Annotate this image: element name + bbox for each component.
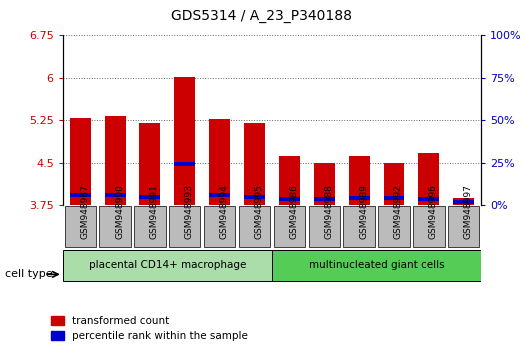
FancyBboxPatch shape bbox=[309, 206, 340, 247]
Bar bbox=[418, 153, 439, 205]
Bar bbox=[174, 162, 195, 166]
FancyBboxPatch shape bbox=[448, 206, 480, 247]
FancyBboxPatch shape bbox=[413, 206, 445, 247]
Bar bbox=[383, 163, 404, 205]
FancyBboxPatch shape bbox=[169, 206, 200, 247]
FancyBboxPatch shape bbox=[99, 206, 131, 247]
Text: GSM948988: GSM948988 bbox=[324, 184, 333, 239]
Bar bbox=[105, 193, 126, 197]
FancyBboxPatch shape bbox=[378, 206, 410, 247]
Bar bbox=[105, 116, 126, 205]
Bar bbox=[70, 193, 90, 197]
Text: GSM948986: GSM948986 bbox=[289, 184, 299, 239]
Text: GSM948994: GSM948994 bbox=[220, 184, 229, 239]
Text: GDS5314 / A_23_P340188: GDS5314 / A_23_P340188 bbox=[171, 9, 352, 23]
Bar bbox=[244, 123, 265, 205]
Bar bbox=[453, 198, 474, 205]
FancyBboxPatch shape bbox=[64, 206, 96, 247]
Bar bbox=[418, 198, 439, 201]
Text: GSM948991: GSM948991 bbox=[150, 184, 159, 239]
Bar bbox=[140, 123, 161, 205]
Text: GSM948987: GSM948987 bbox=[80, 184, 89, 239]
Bar bbox=[209, 119, 230, 205]
FancyBboxPatch shape bbox=[239, 206, 270, 247]
Text: GSM948992: GSM948992 bbox=[394, 184, 403, 239]
Text: GSM948993: GSM948993 bbox=[185, 184, 194, 239]
Text: GSM948995: GSM948995 bbox=[255, 184, 264, 239]
Bar bbox=[349, 196, 370, 200]
FancyBboxPatch shape bbox=[63, 250, 272, 281]
FancyBboxPatch shape bbox=[274, 206, 305, 247]
Bar bbox=[244, 195, 265, 199]
Text: GSM948997: GSM948997 bbox=[464, 184, 473, 239]
Bar bbox=[279, 156, 300, 205]
Text: placental CD14+ macrophage: placental CD14+ macrophage bbox=[89, 261, 246, 270]
Text: GSM948989: GSM948989 bbox=[359, 184, 368, 239]
Text: cell type: cell type bbox=[5, 269, 53, 279]
Bar bbox=[314, 198, 335, 201]
Text: multinucleated giant cells: multinucleated giant cells bbox=[309, 261, 445, 270]
Bar bbox=[453, 200, 474, 204]
Bar bbox=[383, 196, 404, 200]
Bar bbox=[349, 156, 370, 205]
FancyBboxPatch shape bbox=[204, 206, 235, 247]
FancyBboxPatch shape bbox=[344, 206, 375, 247]
Text: GSM948990: GSM948990 bbox=[115, 184, 124, 239]
FancyBboxPatch shape bbox=[134, 206, 166, 247]
Bar bbox=[174, 77, 195, 205]
Text: GSM948996: GSM948996 bbox=[429, 184, 438, 239]
Bar bbox=[279, 198, 300, 201]
Bar bbox=[70, 118, 90, 205]
FancyBboxPatch shape bbox=[272, 250, 481, 281]
Bar bbox=[140, 195, 161, 199]
Bar bbox=[314, 163, 335, 205]
Bar bbox=[209, 193, 230, 197]
Legend: transformed count, percentile rank within the sample: transformed count, percentile rank withi… bbox=[47, 312, 252, 345]
